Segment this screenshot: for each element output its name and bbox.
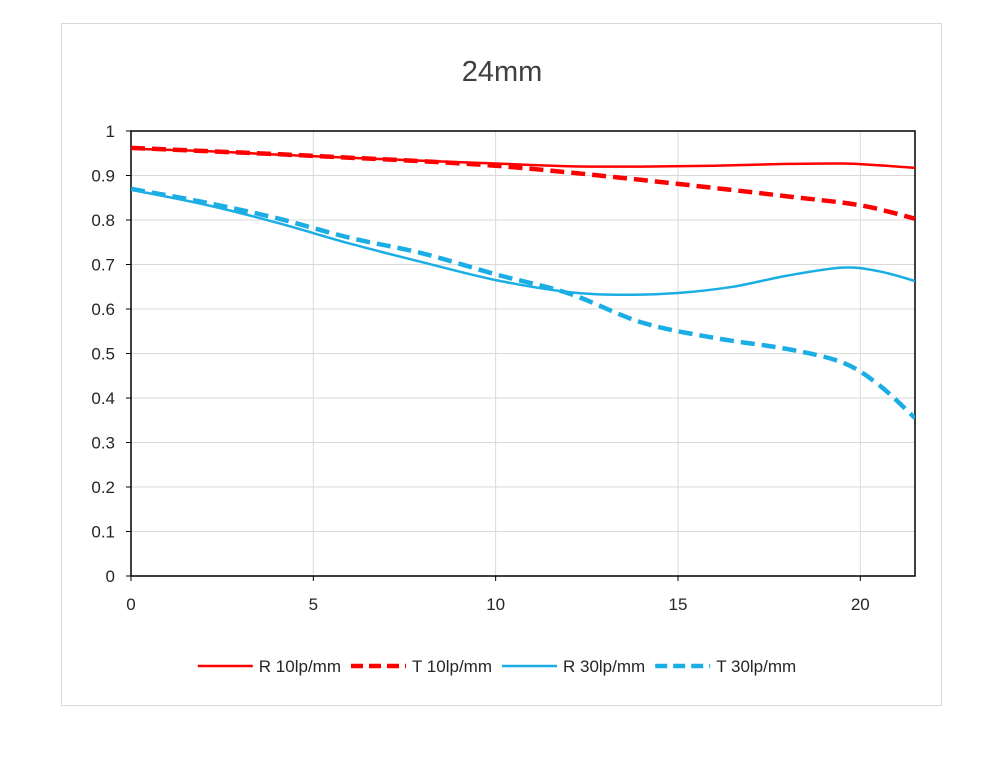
legend: R 10lp/mm T 10lp/mm R 30lp/mm T 30lp/mm (197, 657, 796, 676)
legend-label: R 30lp/mm (563, 657, 645, 676)
y-tick-label: 0.1 (91, 523, 115, 542)
y-tick-label: 0.6 (91, 300, 115, 319)
y-tick-label: 0.3 (91, 434, 115, 453)
chart-svg: 24mm 00.10.20.30.40.50.60.70.80.910 5 10 15… (91, 56, 916, 676)
series-layer (131, 145, 915, 420)
series-line-r-10lp-mm (131, 147, 915, 170)
x-tick-label: 15 (669, 595, 688, 614)
legend-item-r-10lp-mm: R 10lp/mm (197, 657, 341, 676)
y-tick-label: 0.7 (91, 256, 115, 275)
x-tick-label: 20 (851, 595, 870, 614)
legend-item-t-10lp-mm: T 10lp/mm (351, 657, 492, 676)
series-line-t-10lp-mm (131, 145, 915, 221)
y-tick-label: 0.9 (91, 167, 115, 186)
x-tick-label: 0 (126, 595, 135, 614)
x-tick-label: 10 (486, 595, 505, 614)
x-tick-label: 5 (309, 595, 318, 614)
y-tick-label: 0.8 (91, 211, 115, 230)
y-tick-label: 0.2 (91, 478, 115, 497)
legend-item-r-30lp-mm: R 30lp/mm (502, 657, 645, 676)
grid-layer (130, 130, 915, 577)
y-tick-label: 0.4 (91, 389, 115, 408)
legend-item-t-30lp-mm: T 30lp/mm (655, 657, 796, 676)
series-line-t-30lp-mm (131, 186, 915, 420)
y-tick-label: 0 (106, 567, 115, 586)
legend-label: T 30lp/mm (716, 657, 796, 676)
chart-frame: 24mm 0 0.1 0.2 0.3 0.4 0.5 0.6 0.7 0.8 0.9 1 0 5 10 15… (61, 23, 942, 706)
chart-title: 24mm (462, 56, 543, 88)
legend-label: R 10lp/mm (259, 657, 341, 676)
y-tick-label: 1 (106, 122, 115, 141)
axis-layer: 00.10.20.30.40.50.60.70.80.910 5 10 15 20 (91, 122, 916, 614)
y-tick-label: 0.5 (91, 345, 115, 364)
series-line-r-30lp-mm (131, 188, 915, 297)
legend-label: T 10lp/mm (412, 657, 492, 676)
